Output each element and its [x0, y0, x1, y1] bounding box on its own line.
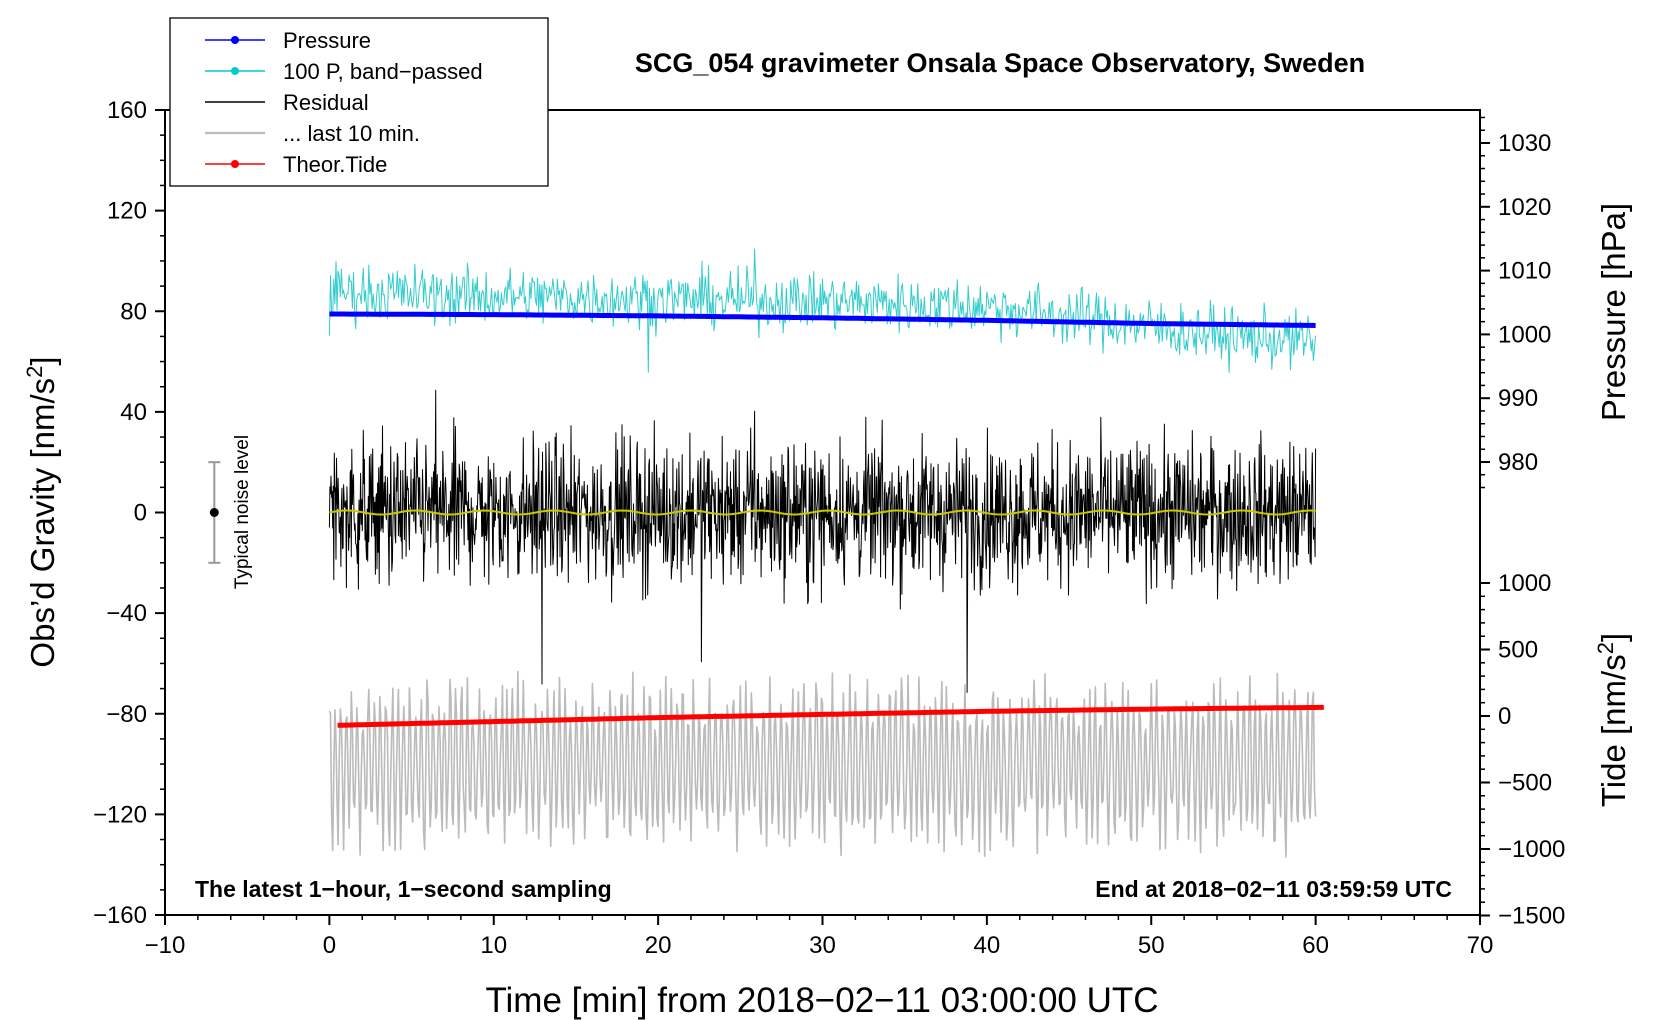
y-tick-label: 0: [134, 500, 147, 527]
pressure-tick-label: 1020: [1498, 194, 1551, 221]
noise-level-indicator: Typical noise level: [208, 435, 253, 589]
annotation-end-time: End at 2018−02−11 03:59:59 UTC: [1095, 876, 1452, 902]
x-tick-label: 70: [1467, 932, 1494, 959]
x-tick-label: 50: [1138, 932, 1165, 959]
legend-marker: [231, 160, 239, 168]
tide-tick-label: 500: [1498, 637, 1538, 664]
tide-tick-label: 0: [1498, 703, 1511, 730]
legend-entry: ... last 10 min.: [205, 121, 420, 146]
pressure-tick-label: 990: [1498, 385, 1538, 412]
annotation-sampling: The latest 1−hour, 1−second sampling: [195, 876, 612, 902]
tide-tick-label: −500: [1498, 770, 1552, 797]
y-axis-label-tide: Tide [nm/s2]: [1593, 633, 1632, 807]
x-tick-label: 40: [974, 932, 1001, 959]
pressure-tick-label: 1010: [1498, 258, 1551, 285]
series-layer: [328, 248, 1324, 858]
series-line-pressure: [329, 311, 1316, 328]
pressure-tick-label: 1000: [1498, 321, 1551, 348]
y-tick-label: −40: [106, 600, 147, 627]
y-tick-label: −120: [93, 801, 147, 828]
pressure-tick-label: 1030: [1498, 130, 1551, 157]
y-tick-label: −160: [93, 902, 147, 929]
legend-label: Pressure: [283, 28, 371, 53]
y-tick-label: 120: [107, 198, 147, 225]
noise-label: Typical noise level: [232, 435, 253, 589]
y-tick-label: 80: [120, 298, 147, 325]
y-tick-label: 40: [120, 399, 147, 426]
series-line-smoothed-residual: [329, 509, 1316, 516]
legend-entry: Residual: [205, 90, 369, 115]
tide-tick-label: 1000: [1498, 570, 1551, 597]
legend-label: Residual: [283, 90, 369, 115]
legend-entry: Theor.Tide: [205, 152, 387, 177]
legend-marker: [231, 36, 239, 44]
x-tick-label: 10: [480, 932, 507, 959]
legend: Pressure 100 P, band−passed Residual ... la…: [169, 17, 549, 187]
pressure-tick-label: 980: [1498, 449, 1538, 476]
y-axis-label-pressure: Pressure [hPa]: [1595, 203, 1632, 421]
y-tick-label: −80: [106, 701, 147, 728]
x-tick-label: −10: [145, 932, 186, 959]
legend-label: Theor.Tide: [283, 152, 387, 177]
series-line-residual: [328, 389, 1317, 693]
tide-tick-label: −1000: [1498, 836, 1565, 863]
tide-tick-label: −1500: [1498, 903, 1565, 930]
x-tick-label: 60: [1302, 932, 1329, 959]
legend-entry: 100 P, band−passed: [205, 59, 483, 84]
legend-label: 100 P, band−passed: [283, 59, 483, 84]
legend-label: ... last 10 min.: [283, 121, 420, 146]
x-axis-label: Time [min] from 2018−02−11 03:00:00 UTC: [485, 981, 1158, 1020]
legend-marker: [231, 67, 239, 75]
tick-layer: −10 0 10 20 30 40 50 60 7016012080400−40−80−120−…: [93, 97, 1565, 959]
series-line-theor-tide: [337, 704, 1324, 728]
x-tick-label: 0: [323, 932, 336, 959]
chart-title: SCG_054 gravimeter Onsala Space Observat…: [635, 48, 1365, 78]
noise-center-dot: [209, 508, 219, 517]
legend-entry: Pressure: [205, 28, 371, 53]
x-tick-label: 20: [645, 932, 672, 959]
y-tick-label: 160: [107, 97, 147, 124]
x-tick-label: 30: [809, 932, 836, 959]
y-axis-label-gravity: Obs’d Gravity [nm/s2]: [22, 356, 61, 667]
series-line-last-10-min: [328, 670, 1317, 858]
